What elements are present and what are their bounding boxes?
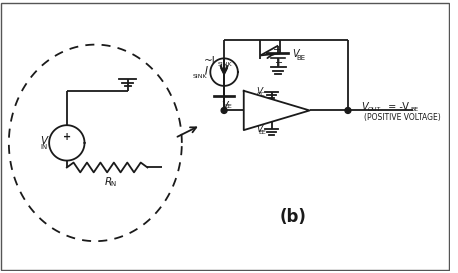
Text: V: V [221, 101, 228, 111]
Text: OUT: OUT [368, 107, 381, 112]
Text: SINK: SINK [193, 73, 207, 79]
Text: EE: EE [258, 130, 266, 135]
Text: V: V [256, 125, 262, 133]
Text: IN: IN [40, 144, 47, 150]
Text: ~I: ~I [203, 56, 215, 66]
Text: CC: CC [257, 92, 266, 97]
Text: IN: IN [109, 181, 117, 187]
Text: (b): (b) [279, 207, 306, 225]
Text: EE: EE [224, 103, 232, 109]
Text: −: − [273, 44, 281, 55]
Text: +: + [274, 58, 282, 68]
Text: V: V [40, 136, 47, 146]
Text: V: V [362, 102, 368, 112]
Text: V: V [256, 87, 262, 96]
Text: R: R [104, 177, 112, 187]
Text: BE: BE [411, 107, 419, 112]
Text: V: V [292, 49, 299, 60]
Text: SINK: SINK [217, 62, 232, 67]
Text: BE: BE [297, 55, 306, 61]
Text: = -V: = -V [385, 102, 409, 112]
Text: (POSITIVE VOLTAGE): (POSITIVE VOLTAGE) [364, 113, 441, 122]
Circle shape [221, 108, 227, 113]
Text: I: I [204, 66, 207, 76]
Text: +: + [63, 132, 71, 142]
Circle shape [345, 108, 351, 113]
